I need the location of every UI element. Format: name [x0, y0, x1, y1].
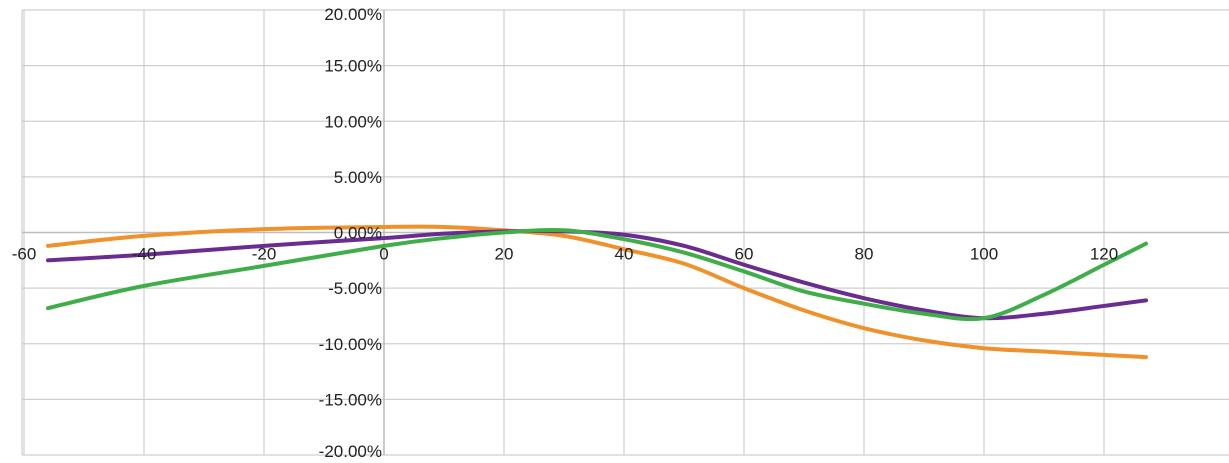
series-lines — [46, 224, 1148, 360]
y-tick-label: 15.00% — [324, 57, 382, 76]
grid-lines — [22, 9, 1229, 456]
tick-labels: 20.00% 15.00% 10.00% 5.00% 0.00% -5.00% -10.00… — [12, 5, 1118, 461]
x-tick-label: 20 — [495, 245, 514, 264]
y-tick-label: -10.00% — [319, 335, 382, 354]
x-tick-label: -40 — [132, 245, 157, 264]
x-tick-label: 120 — [1090, 245, 1118, 264]
x-tick-label: -20 — [252, 245, 277, 264]
x-tick-label: 80 — [855, 245, 874, 264]
x-tick-label: -60 — [12, 245, 37, 264]
series-line-3 — [46, 227, 1148, 322]
y-tick-label: 0.00% — [334, 224, 382, 243]
series-line-1 — [46, 224, 1148, 360]
x-tick-label: 40 — [615, 245, 634, 264]
x-tick-label: 100 — [970, 245, 998, 264]
y-tick-label: 20.00% — [324, 5, 382, 24]
x-tick-label: 0 — [379, 245, 388, 264]
x-tick-label: 60 — [735, 245, 754, 264]
y-tick-label: -15.00% — [319, 390, 382, 409]
y-tick-label: -5.00% — [328, 279, 382, 298]
y-tick-label: 10.00% — [324, 112, 382, 131]
y-tick-label: -20.00% — [319, 442, 382, 461]
y-tick-label: 5.00% — [334, 168, 382, 187]
